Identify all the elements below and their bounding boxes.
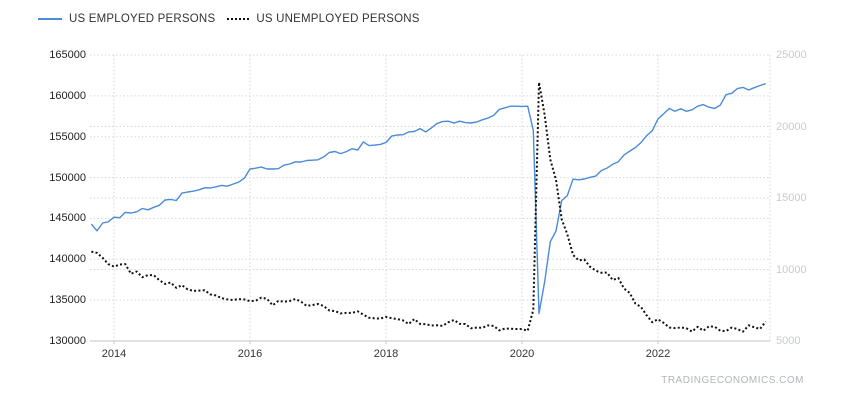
right-axis-tick-label: 20000 [776, 120, 807, 133]
legend-label-employed: US EMPLOYED PERSONS [69, 13, 216, 25]
left-axis-tick-label: 135000 [49, 294, 86, 307]
x-axis-tick-label: 2020 [509, 348, 535, 360]
left-axis-tick-label: 165000 [49, 49, 86, 61]
left-axis-tick-label: 140000 [49, 253, 86, 266]
left-axis-tick-label: 150000 [49, 171, 86, 184]
x-axis-tick-label: 2014 [101, 348, 127, 360]
left-axis-tick-label: 130000 [49, 335, 86, 347]
right-axis-tick-label: 10000 [776, 263, 807, 276]
unemployed-series-line[interactable] [91, 81, 767, 333]
right-axis-tick-label: 15000 [776, 192, 807, 204]
x-axis-tick-label: 2018 [373, 348, 399, 360]
right-axis-tick-label: 25000 [776, 49, 807, 61]
right-axis-tick-label: 5000 [776, 335, 801, 347]
legend-label-unemployed: US UNEMPLOYED PERSONS [256, 13, 420, 25]
left-axis-tick-label: 145000 [49, 212, 86, 225]
x-axis-tick-label: 2016 [237, 348, 263, 360]
legend: US EMPLOYED PERSONS US UNEMPLOYED PERSON… [38, 12, 420, 26]
employed-line-swatch-icon [38, 18, 62, 20]
watermark: TRADINGECONOMICS.COM [661, 375, 804, 386]
unemployed-line-swatch-icon [227, 18, 250, 20]
left-axis-tick-label: 155000 [49, 130, 86, 143]
legend-item-unemployed[interactable]: US UNEMPLOYED PERSONS [227, 12, 419, 26]
legend-item-employed[interactable]: US EMPLOYED PERSONS [38, 12, 215, 26]
left-axis-tick-label: 160000 [49, 89, 86, 102]
x-axis-tick-label: 2022 [645, 348, 671, 360]
employed-series-line[interactable] [90, 83, 766, 315]
